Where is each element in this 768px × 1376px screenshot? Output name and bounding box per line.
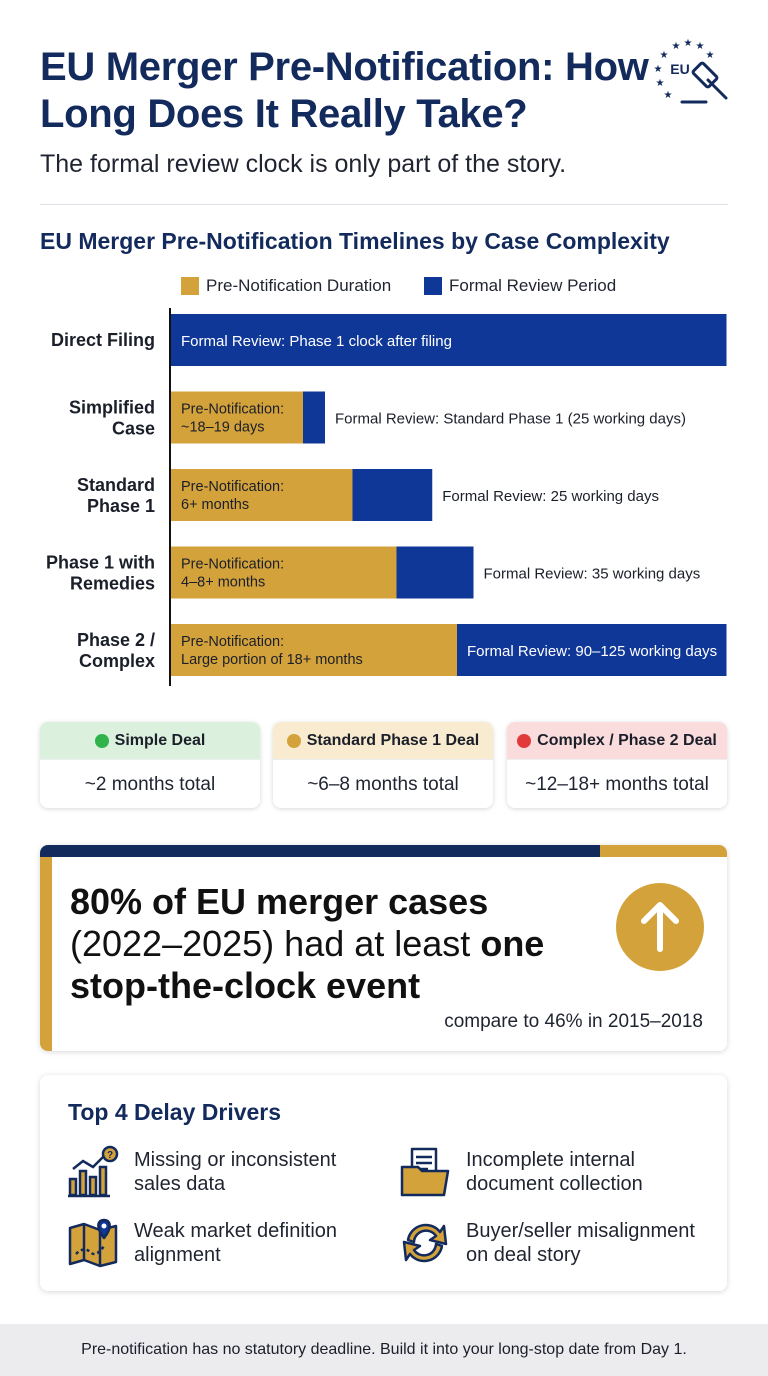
- bar-label-pre-notification: Large portion of 18+ months: [181, 652, 363, 668]
- svg-text:★: ★: [656, 78, 665, 89]
- category-label: Phase 1 with: [46, 553, 155, 573]
- page-subtitle: The formal review clock is only part of …: [40, 150, 567, 178]
- summary-card-label: Simple Deal: [114, 731, 206, 749]
- stat-part-4: stop-the-clock event: [70, 965, 421, 1006]
- svg-text:?: ?: [107, 1150, 113, 1161]
- bar-label-pre-notification: Pre-Notification:: [181, 479, 284, 495]
- bar-formal-review: [352, 469, 433, 521]
- svg-text:★: ★: [684, 38, 693, 49]
- category-label: Standard: [77, 475, 155, 495]
- stat-callout-card: 80% of EU merger cases (2022–2025) had a…: [40, 845, 727, 1051]
- eu-stars-icon: ★ ★ ★ ★ ★ ★ ★ ★: [654, 38, 715, 101]
- category-label: Phase 2 /: [77, 630, 155, 650]
- category-label: Case: [112, 419, 155, 439]
- summary-card-header: Simple Deal: [40, 722, 260, 759]
- eu-badge-text: EU: [670, 61, 689, 77]
- bar-label-formal-review: Formal Review: Standard Phase 1 (25 work…: [335, 411, 686, 428]
- accent-bar: [600, 845, 727, 857]
- bar-label-pre-notification: Pre-Notification:: [181, 402, 284, 418]
- category-label: Simplified: [69, 398, 155, 418]
- legend-swatch-pre-notification: [181, 277, 199, 295]
- summary-card-value: ~6–8 months total: [273, 759, 493, 808]
- bar-formal-review: [396, 546, 474, 599]
- svg-text:★: ★: [654, 64, 663, 75]
- header-divider: [40, 204, 728, 205]
- footer-note: Pre-notification has no statutory deadli…: [0, 1324, 768, 1376]
- map-pin-icon: [68, 1218, 118, 1268]
- driver-item: ? Missing or inconsistent sales data: [66, 1145, 364, 1199]
- legend-swatch-formal-review: [424, 277, 442, 295]
- summary-card-value: ~2 months total: [40, 759, 260, 808]
- bar-pre-notification: [171, 546, 397, 599]
- bar-formal-review: [303, 391, 325, 444]
- svg-text:★: ★: [660, 50, 669, 61]
- stat-part-2: (2022–2025) had at least: [70, 923, 471, 964]
- driver-label: Missing or inconsistent sales data: [134, 1149, 337, 1195]
- accent-bar: [40, 845, 600, 857]
- driver-label: Weak market definition alignment: [134, 1220, 338, 1266]
- summary-card-header: Complex / Phase 2 Deal: [507, 722, 727, 759]
- bar-label-formal-review: Formal Review: Phase 1 clock after filin…: [181, 333, 452, 350]
- gavel-icon: [680, 61, 728, 104]
- summary-card-label: Complex / Phase 2 Deal: [537, 731, 717, 749]
- summary-card-value: ~12–18+ months total: [507, 759, 727, 808]
- stat-comparison: compare to 46% in 2015–2018: [444, 1011, 703, 1032]
- category-label: Direct Filing: [51, 330, 155, 350]
- delay-drivers-card: Top 4 Delay Drivers ? Missing or inconsi…: [40, 1075, 727, 1291]
- bar-label-formal-review: Formal Review: 35 working days: [484, 566, 701, 583]
- bar-label-pre-notification: 6+ months: [181, 497, 249, 513]
- bar-label-pre-notification: 4–8+ months: [181, 575, 265, 591]
- summary-card-header: Standard Phase 1 Deal: [273, 722, 493, 759]
- category-label: Phase 1: [87, 496, 155, 516]
- legend-label-pre-notification: Pre-Notification Duration: [206, 276, 391, 295]
- chart-title: EU Merger Pre-Notification Timelines by …: [40, 228, 670, 254]
- refresh-arrows-icon: [402, 1223, 448, 1263]
- stat-headline: 80% of EU merger cases (2022–2025) had a…: [70, 881, 610, 1007]
- chart-question-icon: ?: [68, 1145, 119, 1198]
- bar-pre-notification: [171, 391, 303, 444]
- driver-item: Weak market definition alignment: [66, 1216, 364, 1270]
- eu-gavel-badge: ★ ★ ★ ★ ★ ★ ★ ★ EU: [654, 38, 728, 104]
- legend-label-formal-review: Formal Review Period: [449, 276, 616, 295]
- timeline-chart: Pre-Notification Duration Formal Review P…: [46, 276, 727, 686]
- bar-label-pre-notification: Pre-Notification:: [181, 557, 284, 573]
- svg-text:★: ★: [664, 90, 673, 101]
- summary-card-label: Standard Phase 1 Deal: [306, 731, 480, 749]
- summary-card-standard: Standard Phase 1 Deal ~6–8 months total: [273, 722, 493, 808]
- bar-label-pre-notification: ~18–19 days: [181, 420, 264, 436]
- status-dot-icon: [517, 733, 532, 748]
- stat-part-1: 80% of EU merger cases: [70, 881, 489, 922]
- category-label: Complex: [79, 651, 155, 671]
- accent-bar: [40, 857, 52, 1051]
- drivers-title: Top 4 Delay Drivers: [68, 1099, 282, 1125]
- folder-document-icon: [400, 1147, 450, 1197]
- bar-label-pre-notification: Pre-Notification:: [181, 634, 284, 650]
- bar-formal-review: [457, 624, 727, 676]
- bar-label-formal-review: Formal Review: 25 working days: [442, 488, 659, 505]
- footer-text: Pre-notification has no statutory deadli…: [81, 1341, 687, 1358]
- driver-item: Incomplete internal document collection: [398, 1145, 696, 1199]
- summary-card-complex: Complex / Phase 2 Deal ~12–18+ months to…: [507, 722, 727, 808]
- page-title: EU Merger Pre-Notification: How Long Doe…: [40, 45, 649, 136]
- bar-formal-review: [171, 314, 727, 366]
- arrow-up-icon: [641, 902, 679, 952]
- svg-text:★: ★: [696, 41, 705, 52]
- summary-card-simple: Simple Deal ~2 months total: [40, 722, 260, 808]
- bar-pre-notification: [171, 469, 353, 521]
- status-dot-icon: [286, 733, 301, 748]
- driver-item: Buyer/seller misalignment on deal story: [398, 1216, 696, 1270]
- driver-label: Buyer/seller misalignment on deal story: [466, 1220, 695, 1266]
- bar-pre-notification: [171, 624, 457, 676]
- bar-label-formal-review: Formal Review: 90–125 working days: [467, 643, 717, 660]
- driver-label: Incomplete internal document collection: [466, 1149, 643, 1195]
- svg-text:★: ★: [706, 50, 715, 61]
- svg-text:★: ★: [672, 41, 681, 52]
- category-label: Remedies: [70, 574, 155, 594]
- status-dot-icon: [94, 733, 109, 748]
- stat-part-3: one: [480, 923, 545, 964]
- stat-circle: [616, 883, 704, 971]
